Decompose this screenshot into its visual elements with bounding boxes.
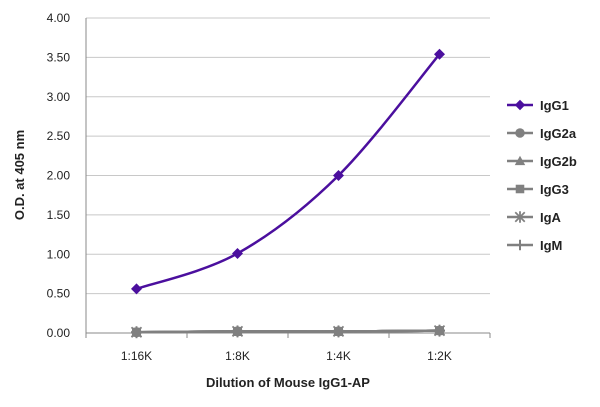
x-tick-label: 1:2K bbox=[427, 349, 452, 363]
data-point bbox=[232, 326, 243, 337]
x-axis-title: Dilution of Mouse IgG1-AP bbox=[206, 375, 370, 390]
y-axis-title: O.D. at 405 nm bbox=[12, 130, 27, 220]
legend-marker bbox=[514, 99, 526, 111]
legend: IgG1 IgG2a IgG2b IgG3 IgA IgM bbox=[507, 98, 577, 253]
x-tick-label: 1:16K bbox=[121, 349, 152, 363]
legend-item: IgG2a bbox=[507, 126, 577, 141]
gridlines bbox=[86, 17, 490, 334]
y-axis: 0.00 0.50 1.00 1.50 2.00 2.50 3.00 3.50 4.00 bbox=[47, 11, 87, 340]
x-tick-label: 1:4K bbox=[326, 349, 351, 363]
legend-item: IgG2b bbox=[507, 154, 577, 169]
legend-item: IgA bbox=[507, 210, 562, 225]
legend-label: IgG1 bbox=[540, 98, 569, 113]
y-tick-label: 0.00 bbox=[47, 326, 71, 340]
legend-marker bbox=[515, 184, 525, 194]
y-tick-label: 1.50 bbox=[47, 208, 71, 222]
legend-label: IgG2b bbox=[540, 154, 577, 169]
y-tick-label: 1.00 bbox=[47, 247, 71, 261]
y-tick-label: 2.00 bbox=[47, 169, 71, 183]
x-tick-label: 1:8K bbox=[225, 349, 250, 363]
y-tick-label: 3.50 bbox=[47, 50, 71, 64]
legend-item: IgM bbox=[507, 238, 562, 253]
legend-item: IgG1 bbox=[507, 98, 569, 113]
legend-marker bbox=[515, 128, 525, 138]
data-point bbox=[232, 247, 243, 259]
y-tick-label: 2.50 bbox=[47, 129, 71, 143]
y-tick-label: 4.00 bbox=[47, 11, 71, 25]
legend-marker bbox=[514, 239, 526, 251]
y-tick-label: 3.00 bbox=[47, 90, 71, 104]
legend-marker bbox=[514, 211, 526, 223]
legend-label: IgA bbox=[540, 210, 562, 225]
plot-series bbox=[130, 48, 446, 339]
data-point bbox=[131, 283, 142, 295]
data-point bbox=[131, 327, 142, 338]
data-point bbox=[333, 326, 344, 337]
series-igg1 bbox=[131, 48, 445, 295]
x-axis: 1:16K 1:8K 1:4K 1:2K bbox=[85, 333, 491, 363]
legend-label: IgM bbox=[540, 238, 562, 253]
data-point bbox=[434, 325, 445, 336]
legend-label: IgG3 bbox=[540, 182, 569, 197]
legend-label: IgG2a bbox=[540, 126, 577, 141]
series-igg2a bbox=[131, 325, 445, 338]
legend-item: IgG3 bbox=[507, 182, 569, 197]
series-line bbox=[136, 53, 441, 291]
data-point bbox=[333, 170, 344, 181]
series-line bbox=[136, 329, 440, 334]
data-point bbox=[434, 48, 445, 60]
legend-marker bbox=[514, 155, 526, 166]
y-tick-label: 0.50 bbox=[47, 287, 71, 301]
